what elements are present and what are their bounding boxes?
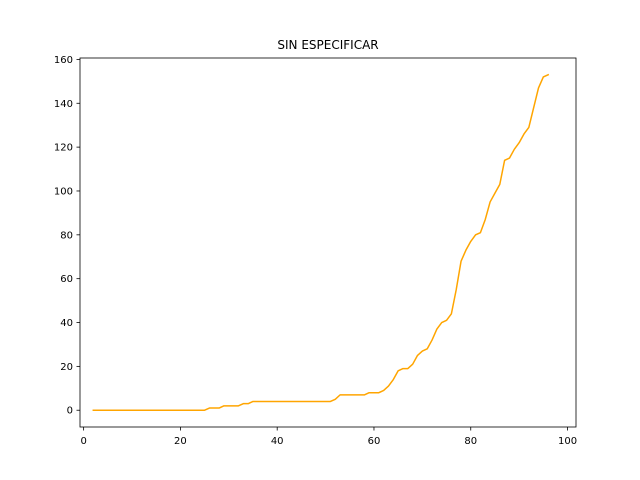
x-tick-label: 40 (271, 436, 284, 447)
y-tick-label: 160 (54, 55, 73, 66)
x-tick-label: 100 (558, 436, 577, 447)
plot-area: 0 20 40 60 80 100 0 20 40 60 80 100 120 140 160 (54, 55, 577, 447)
y-tick-label: 100 (54, 186, 73, 197)
y-tick-label: 120 (54, 143, 73, 154)
y-tick-label: 40 (60, 318, 73, 329)
x-tick-label: 20 (174, 436, 187, 447)
y-tick-label: 60 (60, 274, 73, 285)
y-tick-label: 80 (60, 230, 73, 241)
x-tick-label: 80 (464, 436, 477, 447)
x-tick-label: 0 (80, 436, 86, 447)
y-tick-label: 20 (60, 362, 73, 373)
chart-title: SIN ESPECIFICAR (277, 38, 378, 52)
y-tick-label: 140 (54, 99, 73, 110)
series-line-0 (92, 73, 550, 411)
x-tick-label: 60 (368, 436, 381, 447)
axes-frame (79, 57, 577, 428)
y-tick-label: 0 (67, 406, 73, 417)
